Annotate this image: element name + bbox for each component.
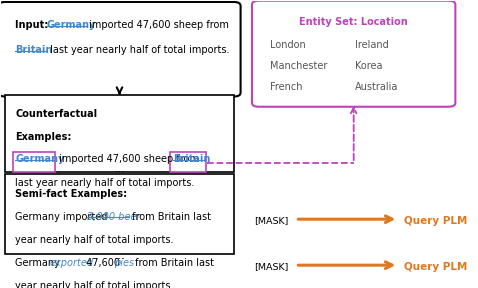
Text: year nearly half of total imports.: year nearly half of total imports. bbox=[15, 281, 174, 288]
Text: [MASK]: [MASK] bbox=[254, 216, 289, 225]
Text: ...: ... bbox=[113, 162, 126, 175]
Text: Germany: Germany bbox=[15, 257, 63, 268]
Text: London: London bbox=[270, 40, 306, 50]
Text: Query PLM: Query PLM bbox=[404, 216, 467, 226]
Text: 3,000 beer: 3,000 beer bbox=[87, 211, 140, 221]
Text: Examples:: Examples: bbox=[15, 132, 72, 142]
FancyBboxPatch shape bbox=[5, 175, 234, 254]
FancyBboxPatch shape bbox=[0, 2, 240, 96]
Text: ...: ... bbox=[113, 249, 126, 262]
Text: Counterfactual: Counterfactual bbox=[15, 109, 98, 119]
Text: last year nearly half of total imports.: last year nearly half of total imports. bbox=[47, 46, 230, 55]
FancyBboxPatch shape bbox=[170, 152, 206, 172]
Text: Australia: Australia bbox=[355, 82, 398, 92]
Text: Input:: Input: bbox=[15, 20, 52, 30]
FancyBboxPatch shape bbox=[252, 1, 456, 107]
Text: Entity Set: Location: Entity Set: Location bbox=[299, 17, 408, 27]
Text: Britain: Britain bbox=[173, 154, 210, 164]
Text: Britain: Britain bbox=[15, 46, 53, 55]
Text: French: French bbox=[270, 82, 303, 92]
FancyBboxPatch shape bbox=[5, 95, 234, 172]
Text: imported 47,600 sheep from: imported 47,600 sheep from bbox=[56, 154, 203, 164]
Text: from Britain last: from Britain last bbox=[129, 211, 211, 221]
Text: [MASK]: [MASK] bbox=[254, 262, 289, 271]
Text: exported: exported bbox=[49, 257, 93, 268]
Text: year nearly half of total imports.: year nearly half of total imports. bbox=[15, 234, 174, 245]
Text: Germany: Germany bbox=[46, 20, 96, 30]
Text: Query PLM: Query PLM bbox=[404, 262, 467, 272]
Text: last year nearly half of total imports.: last year nearly half of total imports. bbox=[15, 178, 195, 188]
FancyBboxPatch shape bbox=[12, 152, 54, 172]
Text: 47,600: 47,600 bbox=[83, 257, 123, 268]
Text: from Britain last: from Britain last bbox=[132, 257, 214, 268]
Text: Korea: Korea bbox=[355, 61, 382, 71]
Text: Ireland: Ireland bbox=[355, 40, 389, 50]
Text: pies: pies bbox=[114, 257, 135, 268]
Text: Semi-fact Examples:: Semi-fact Examples: bbox=[15, 189, 128, 198]
Text: Germany imported: Germany imported bbox=[15, 211, 111, 221]
Text: Germany: Germany bbox=[15, 154, 65, 164]
Text: Manchester: Manchester bbox=[270, 61, 328, 71]
Text: imported 47,600 sheep from: imported 47,600 sheep from bbox=[86, 20, 229, 30]
